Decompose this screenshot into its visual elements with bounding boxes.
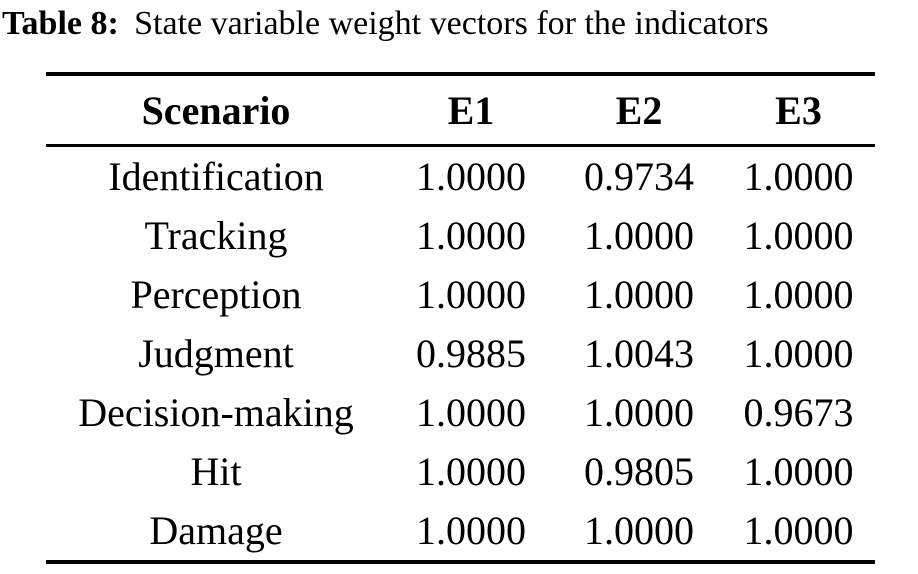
header-scenario: Scenario [46, 74, 386, 147]
cell-e1: 1.0000 [416, 390, 526, 435]
header-e1: E1 [386, 74, 556, 147]
table-row: Tracking 1.0000 1.0000 1.0000 [46, 206, 875, 265]
cell-e3: 1.0000 [743, 154, 854, 199]
cell-scenario: Hit [190, 449, 242, 494]
weight-vectors-table: Scenario E1 E2 E3 Identification 1.0000 … [46, 72, 875, 564]
cell-e3: 1.0000 [743, 449, 854, 494]
table-caption: Table 8: State variable weight vectors fo… [2, 2, 769, 46]
cell-e3: 0.9673 [743, 390, 854, 435]
table-caption-text: State variable weight vectors for the in… [134, 5, 769, 42]
cell-e2: 1.0043 [584, 331, 694, 376]
cell-scenario: Decision-making [78, 390, 354, 435]
cell-e1: 1.0000 [416, 272, 526, 317]
table-row: Identification 1.0000 0.9734 1.0000 [46, 146, 875, 207]
header-e2: E2 [556, 74, 722, 147]
cell-scenario: Damage [149, 508, 283, 553]
table-header-row: Scenario E1 E2 E3 [46, 74, 875, 147]
cell-e2: 1.0000 [584, 508, 694, 553]
cell-e1: 1.0000 [416, 213, 526, 258]
table-row: Perception 1.0000 1.0000 1.0000 [46, 265, 875, 324]
cell-e1: 0.9885 [416, 331, 526, 376]
cell-e1: 1.0000 [416, 449, 526, 494]
cell-e2: 0.9805 [584, 449, 694, 494]
table-row: Judgment 0.9885 1.0043 1.0000 [46, 324, 875, 383]
cell-scenario: Tracking [144, 213, 288, 258]
cell-e2: 1.0000 [584, 272, 694, 317]
cell-e3: 1.0000 [743, 508, 854, 553]
cell-e3: 1.0000 [743, 213, 854, 258]
cell-e3: 1.0000 [743, 331, 854, 376]
cell-e3: 1.0000 [743, 272, 854, 317]
cell-e1: 1.0000 [416, 508, 526, 553]
cell-scenario: Perception [130, 272, 302, 317]
table-row: Hit 1.0000 0.9805 1.0000 [46, 442, 875, 501]
cell-e1: 1.0000 [416, 154, 526, 199]
header-e3: E3 [722, 74, 875, 147]
table-row: Damage 1.0000 1.0000 1.0000 [46, 501, 875, 562]
cell-scenario: Identification [108, 154, 324, 199]
cell-e2: 1.0000 [584, 213, 694, 258]
table-row: Decision-making 1.0000 1.0000 0.9673 [46, 383, 875, 442]
cell-e2: 0.9734 [584, 154, 694, 199]
table-caption-label: Table 8: [2, 5, 119, 42]
cell-e2: 1.0000 [584, 390, 694, 435]
cell-scenario: Judgment [138, 331, 294, 376]
